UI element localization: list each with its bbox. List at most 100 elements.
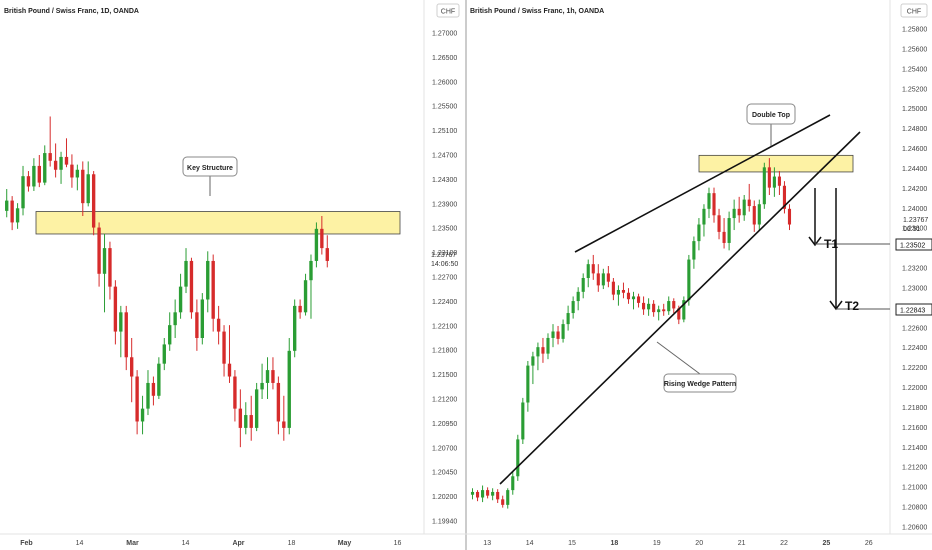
candle-body — [200, 299, 205, 338]
candle-body — [265, 370, 270, 383]
time-tick-label: 16 — [394, 540, 402, 547]
candle — [233, 370, 237, 422]
price-tick-label: 1.24300 — [432, 177, 457, 184]
candle — [222, 325, 226, 377]
candle-body — [511, 476, 515, 491]
candle — [672, 298, 676, 314]
left-chart-title: British Pound / Swiss Franc, 1D, OANDA — [4, 8, 139, 15]
candle — [491, 488, 495, 501]
candle — [737, 196, 741, 223]
candle — [626, 288, 631, 304]
left-time-axis: Feb 14 Mar 14 Apr 18 May 16 — [20, 540, 401, 547]
candle — [526, 361, 530, 412]
price-tick-label: 1.23600 — [902, 226, 927, 233]
price-tick-label: 1.24600 — [902, 146, 927, 153]
time-tick-label: May — [338, 540, 352, 547]
candle-body — [707, 193, 711, 209]
candle-body — [43, 153, 47, 183]
candle — [249, 395, 253, 441]
candle — [102, 233, 107, 313]
candle — [541, 337, 545, 363]
rising-wedge — [499, 114, 861, 485]
candle-body — [64, 156, 69, 165]
key-structure-box — [182, 156, 238, 177]
candle-body — [287, 350, 291, 428]
candle — [91, 171, 96, 236]
candle-body — [672, 301, 676, 309]
candle-body — [732, 208, 736, 219]
candle — [521, 397, 525, 444]
price-tick-label: 1.24000 — [902, 206, 927, 213]
candle — [682, 296, 686, 323]
price-tick-label: 1.21800 — [432, 348, 457, 355]
candle-body — [737, 208, 741, 216]
candle-body — [249, 415, 253, 428]
candle — [727, 211, 731, 251]
candle — [157, 357, 161, 399]
candle-body — [10, 200, 14, 223]
candle-body — [151, 382, 156, 396]
price-tick-label: 1.21500 — [432, 372, 457, 379]
candle — [636, 293, 641, 308]
candle — [531, 351, 535, 385]
candle-body — [501, 499, 505, 505]
candle — [113, 280, 118, 345]
price-tick-label: 1.23100 — [432, 250, 457, 257]
candle-body — [531, 356, 535, 366]
candle-body — [536, 347, 540, 357]
candle — [309, 254, 313, 319]
price-tick-label: 1.25500 — [432, 104, 457, 111]
candle — [298, 299, 302, 319]
price-tick-label: 1.25000 — [902, 106, 927, 113]
candle — [662, 303, 666, 316]
price-tick-label: 1.23000 — [902, 285, 927, 292]
candle-body — [53, 160, 58, 170]
candle — [556, 325, 560, 345]
candle — [657, 305, 661, 321]
candle — [762, 162, 766, 209]
candle-body — [292, 305, 297, 351]
candle-body — [667, 301, 671, 312]
t1-price-label: 1.23502 — [900, 243, 925, 250]
time-tick-label: 22 — [780, 540, 788, 547]
candle-body — [541, 347, 545, 354]
rising-wedge-label: Rising Wedge Pattern — [664, 381, 736, 388]
candle — [606, 266, 610, 288]
candle-body — [631, 296, 636, 300]
candle — [37, 155, 42, 188]
price-tick-label: 1.19940 — [432, 519, 457, 526]
price-tick-label: 1.20600 — [902, 525, 927, 532]
candle — [260, 363, 264, 399]
right-candle-series — [470, 158, 792, 509]
candle — [506, 488, 510, 509]
candle-body — [108, 248, 112, 287]
candle — [254, 382, 259, 432]
time-tick-label: 14 — [182, 540, 190, 547]
time-tick-label: 18 — [611, 540, 619, 547]
candle-body — [70, 164, 74, 178]
candle-body — [787, 208, 792, 225]
candle — [470, 488, 475, 500]
right-countdown: 06:51 — [903, 226, 921, 233]
candle — [108, 241, 112, 300]
price-tick-label: 1.21000 — [902, 485, 927, 492]
candle — [496, 489, 500, 504]
time-tick-label: 18 — [288, 540, 296, 547]
candle-body — [97, 227, 101, 274]
candle-body — [606, 273, 610, 282]
candle — [21, 165, 25, 216]
candle — [282, 395, 286, 441]
candle-body — [184, 260, 188, 287]
candle-body — [777, 176, 781, 186]
candle-body — [309, 260, 313, 281]
price-tick-label: 1.25200 — [902, 86, 927, 93]
candle-body — [481, 490, 485, 498]
candle — [48, 116, 52, 167]
time-tick-label: Apr — [232, 540, 244, 547]
candle — [244, 402, 248, 435]
candle-body — [647, 303, 651, 310]
candle — [162, 338, 166, 371]
candle — [647, 298, 651, 316]
right-currency-label: CHF — [907, 9, 921, 16]
candle-body — [140, 408, 145, 422]
